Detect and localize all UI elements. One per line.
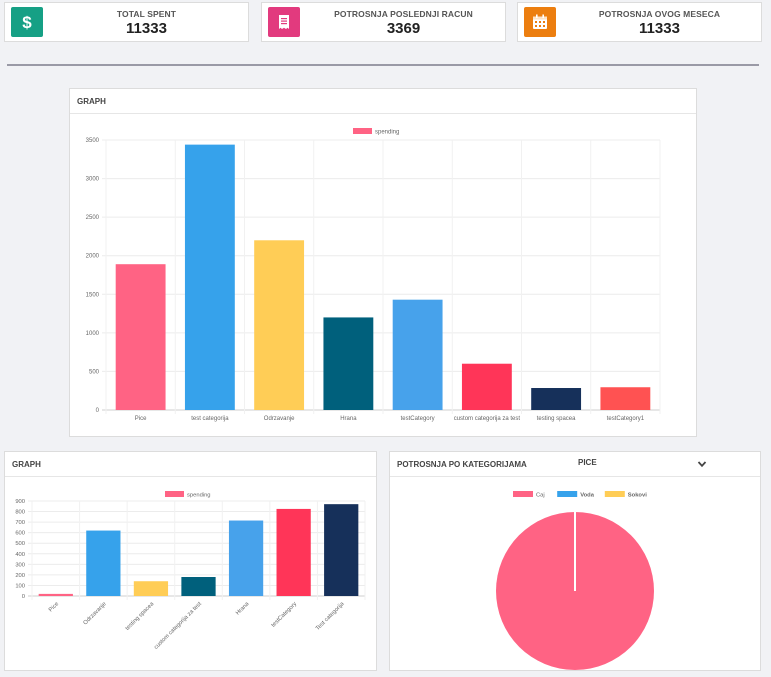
bar xyxy=(254,240,304,410)
y-tick-label: 500 xyxy=(15,541,25,547)
stat-label: POTROSNJA OVOG MESECA xyxy=(558,9,761,19)
stat-value: 3369 xyxy=(302,20,505,37)
legend-swatch xyxy=(605,491,625,497)
pie-panel: POTROSNJA PO KATEGORIJAMA PICE Caj Voda So… xyxy=(389,451,761,671)
y-tick-label: 300 xyxy=(15,562,25,568)
bar xyxy=(600,387,650,410)
y-tick-label: 900 xyxy=(15,499,25,505)
bar xyxy=(324,504,358,596)
y-tick-label: 500 xyxy=(89,369,100,375)
chevron-down-icon xyxy=(697,459,707,469)
x-tick-label: custom categorija za test xyxy=(454,416,521,422)
legend-swatch xyxy=(165,491,184,497)
bar xyxy=(531,388,581,410)
graph-panel-main: GRAPH 0 500 1000 1500 2000 2500 3000 3500 Pice te… xyxy=(69,88,697,437)
bar xyxy=(39,594,73,596)
x-tick-label: Pice xyxy=(48,601,60,613)
y-tick-label: 0 xyxy=(96,408,100,414)
x-tick-label: custom categorija za test xyxy=(153,601,203,651)
receipt-icon xyxy=(268,7,300,37)
panel-title: GRAPH xyxy=(5,452,376,477)
bar-chart-secondary: 0 100 200 300 400 500 600 700 800 900 Pice Odrzavan… xyxy=(5,477,376,670)
stat-value: 11333 xyxy=(558,20,761,37)
legend-label: Caj xyxy=(536,493,545,499)
x-tick-label: Hrana xyxy=(235,601,251,617)
bar xyxy=(185,145,235,410)
stat-card-last-receipt: POTROSNJA POSLEDNJI RACUN 3369 xyxy=(261,2,506,42)
panel-title: GRAPH xyxy=(70,89,696,114)
dollar-icon: $ xyxy=(11,7,43,37)
svg-text:$: $ xyxy=(22,13,32,31)
legend-label: spending xyxy=(187,493,211,499)
y-tick-label: 0 xyxy=(22,594,25,600)
y-tick-label: 1000 xyxy=(86,331,100,337)
y-tick-label: 800 xyxy=(15,510,25,516)
x-tick-label: testCategory1 xyxy=(607,416,645,422)
x-tick-label: testing spacea xyxy=(125,601,156,632)
y-tick-label: 2000 xyxy=(86,254,100,260)
x-tick-label: test categorija xyxy=(191,416,229,422)
y-tick-label: 1500 xyxy=(86,292,100,298)
legend-label: spending xyxy=(375,130,399,136)
pie-chart: Caj Voda Sokovi xyxy=(390,477,760,670)
stat-label: TOTAL SPENT xyxy=(45,9,248,19)
section-divider xyxy=(7,64,759,66)
stat-card-total-spent: $ TOTAL SPENT 11333 xyxy=(4,2,249,42)
bar xyxy=(181,577,215,596)
x-tick-label: testing spacea xyxy=(537,416,576,422)
y-tick-label: 400 xyxy=(15,552,25,558)
bar xyxy=(393,300,443,410)
stat-label: POTROSNJA POSLEDNJI RACUN xyxy=(302,9,505,19)
legend-label: Voda xyxy=(580,493,595,499)
bar xyxy=(277,509,311,596)
bar xyxy=(116,264,166,410)
x-tick-label: Odrzavanje xyxy=(264,416,295,422)
y-tick-label: 600 xyxy=(15,531,25,537)
x-tick-label: testCategory xyxy=(271,601,299,629)
bar xyxy=(86,531,120,596)
x-tick-label: testCategory xyxy=(401,416,435,422)
legend-swatch xyxy=(557,491,577,497)
y-tick-label: 200 xyxy=(15,573,25,579)
bar xyxy=(134,581,168,596)
stat-value: 11333 xyxy=(45,20,248,37)
category-select[interactable]: PICE xyxy=(565,458,711,472)
legend-swatch xyxy=(353,128,372,134)
x-tick-label: Test categorija xyxy=(315,601,346,632)
calendar-icon xyxy=(524,7,556,37)
x-tick-label: Hrana xyxy=(340,416,357,422)
bar xyxy=(323,317,373,410)
bar-chart-main: 0 500 1000 1500 2000 2500 3000 3500 Pice test cat… xyxy=(70,114,696,436)
stat-card-this-month: POTROSNJA OVOG MESECA 11333 xyxy=(517,2,762,42)
y-tick-label: 3000 xyxy=(86,177,100,183)
y-tick-label: 3500 xyxy=(86,138,100,144)
legend-label: Sokovi xyxy=(628,493,647,499)
y-tick-label: 2500 xyxy=(86,215,100,221)
y-tick-label: 700 xyxy=(15,520,25,526)
x-tick-label: Odrzavanje xyxy=(83,601,108,626)
bar xyxy=(462,364,512,410)
bar xyxy=(229,521,263,596)
graph-panel-secondary: GRAPH 0 100 200 300 400 500 600 700 800 900 Pice Od… xyxy=(4,451,377,671)
y-tick-label: 100 xyxy=(15,583,25,589)
legend-swatch xyxy=(513,491,533,497)
category-select-value: PICE xyxy=(578,458,597,467)
x-tick-label: Pice xyxy=(135,416,147,422)
